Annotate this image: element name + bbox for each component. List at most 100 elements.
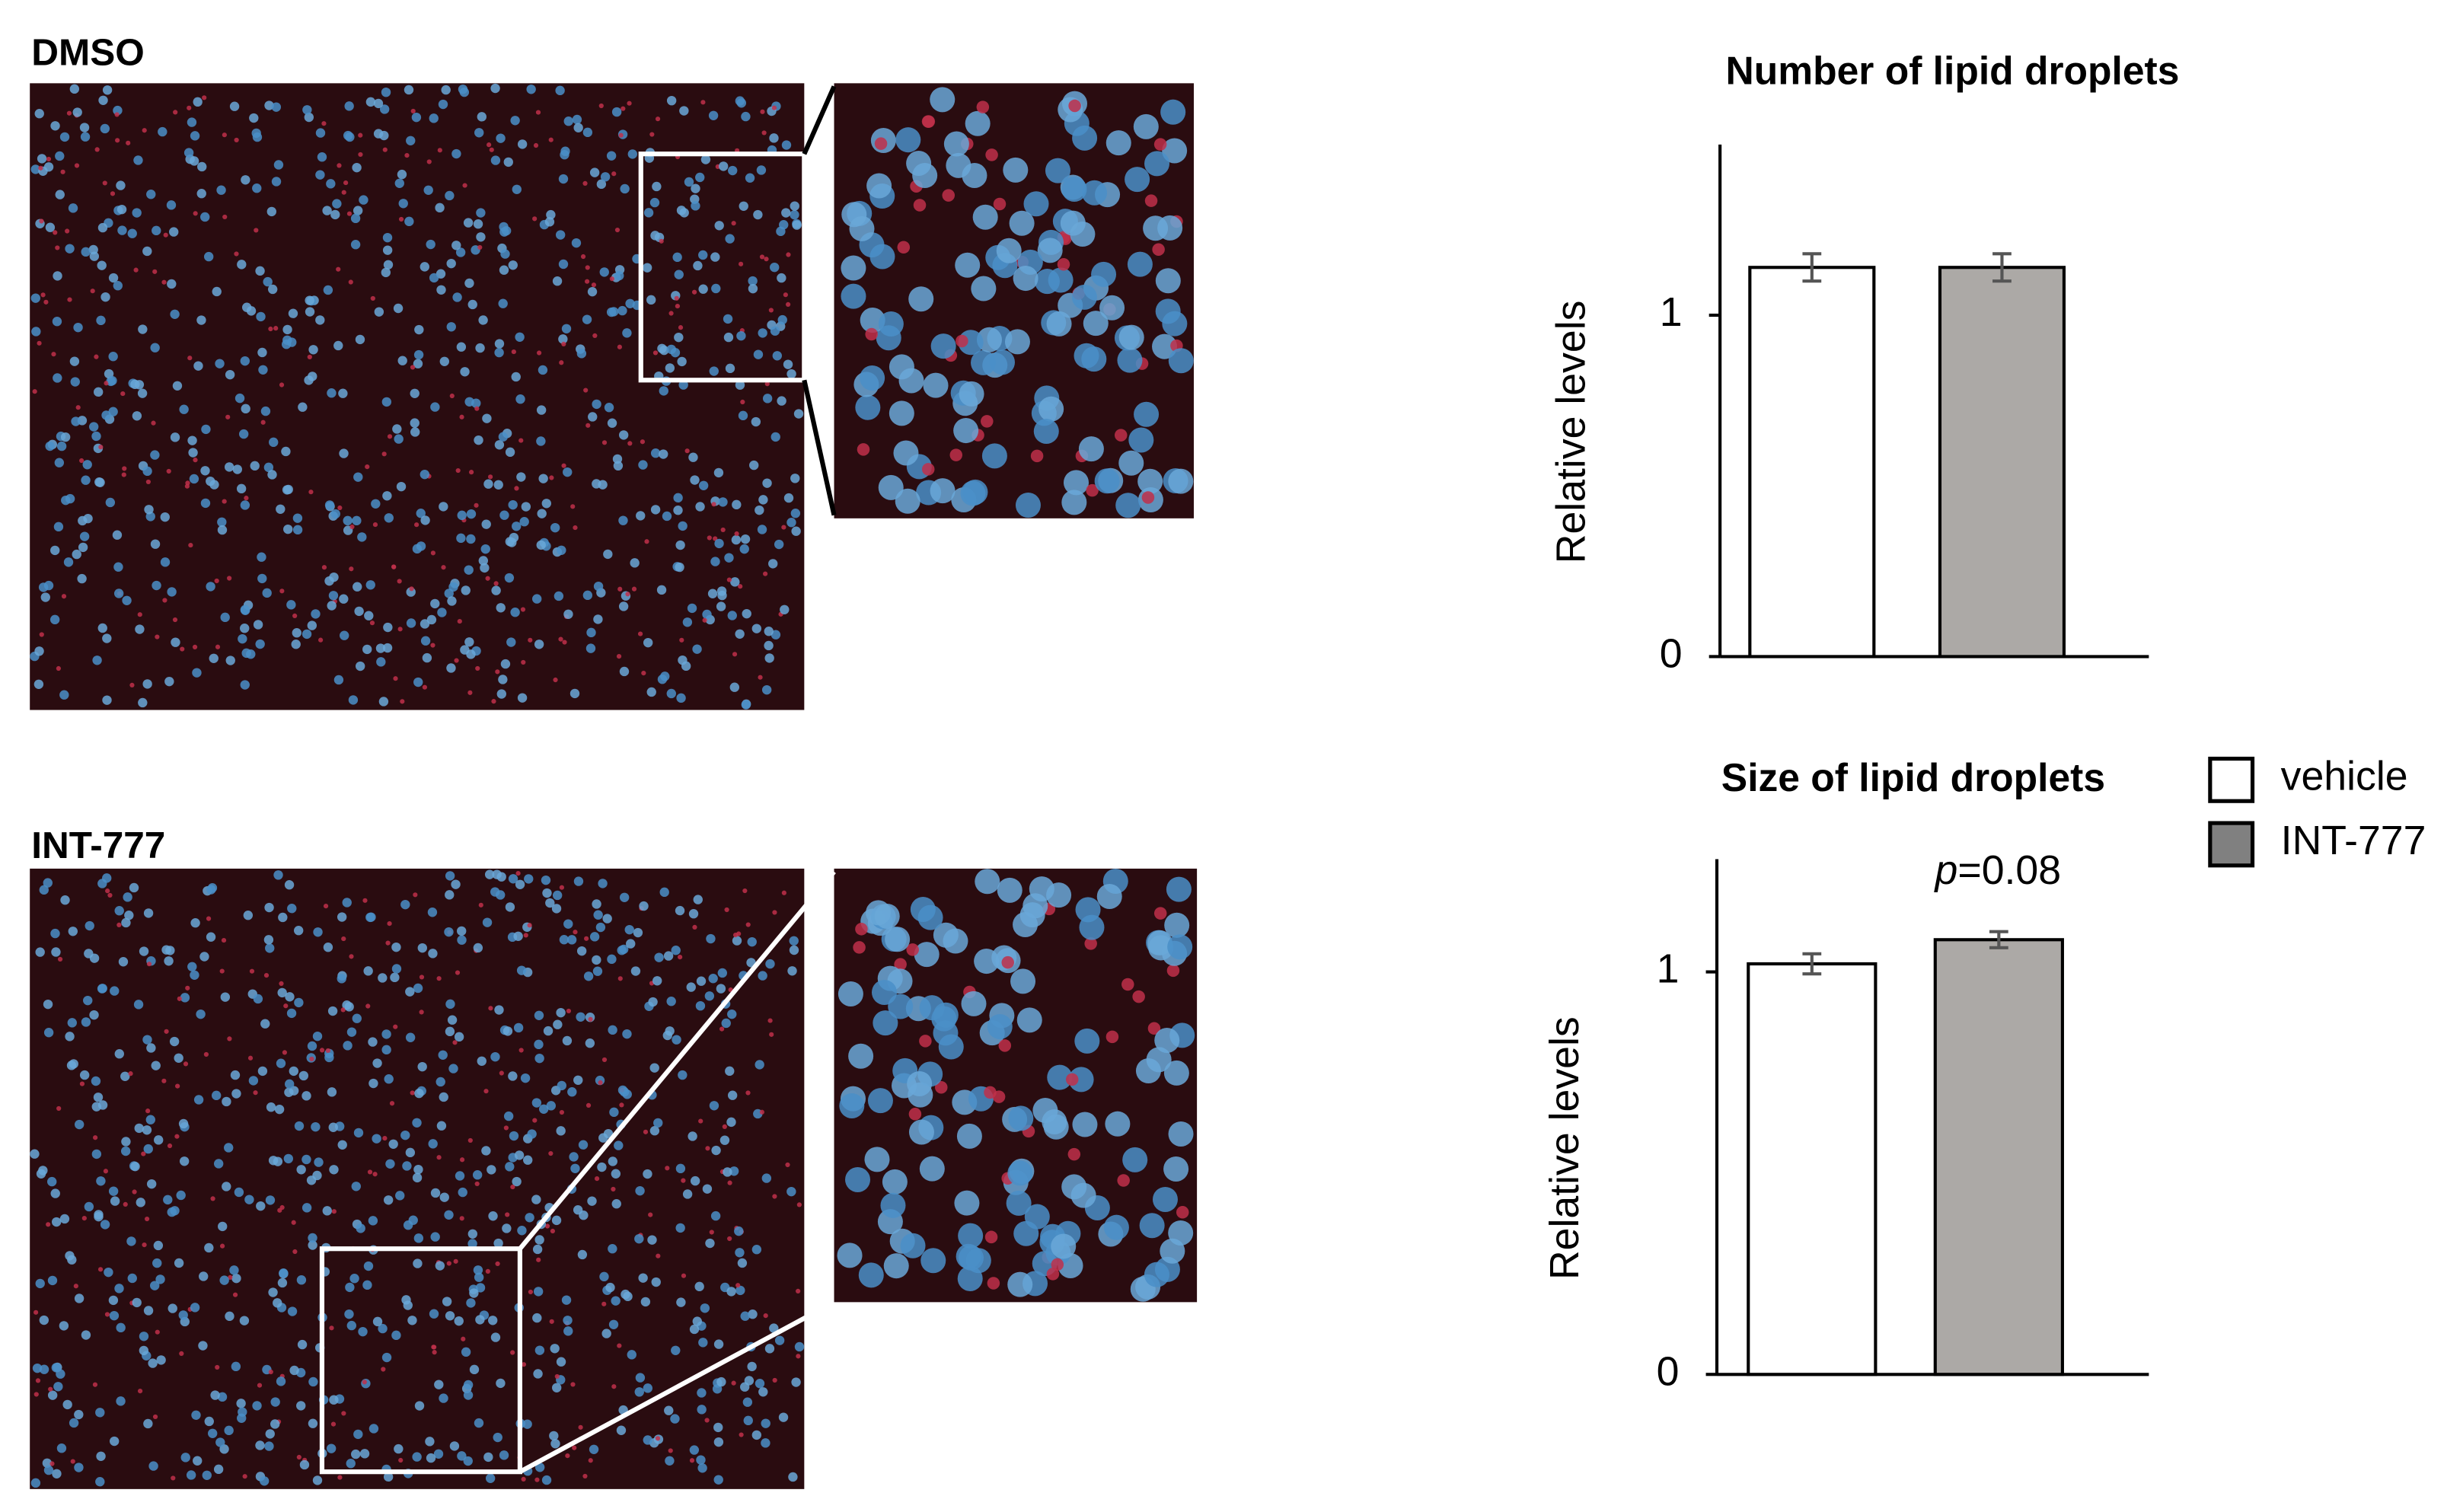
cell (98, 95, 108, 105)
cell (102, 873, 112, 883)
cell (174, 1053, 183, 1063)
cell (674, 270, 684, 279)
cell (708, 974, 718, 984)
cell (499, 510, 509, 520)
cell (588, 1016, 593, 1022)
cell (54, 458, 65, 467)
cell (700, 100, 706, 105)
cell (857, 443, 870, 456)
cell (441, 565, 446, 570)
cell (358, 152, 363, 158)
legend-label: vehicle (2281, 754, 2408, 799)
cell (163, 1195, 173, 1205)
cell (659, 386, 668, 396)
cell (241, 404, 250, 414)
cell (442, 1297, 452, 1306)
cell (379, 104, 390, 114)
cell (493, 1432, 502, 1443)
cell (532, 1244, 543, 1255)
cell (1144, 151, 1170, 177)
cell (160, 557, 171, 567)
cell (383, 260, 394, 270)
cell (352, 162, 362, 173)
cell (414, 1401, 425, 1411)
cell (288, 308, 298, 318)
cell (786, 1186, 796, 1197)
cell (53, 230, 58, 235)
cell (171, 1475, 176, 1481)
cell (204, 1416, 214, 1427)
cell (244, 1195, 254, 1204)
cell (1030, 449, 1044, 463)
cell (292, 628, 301, 638)
cell (393, 303, 404, 314)
cell (420, 636, 431, 646)
cell (1007, 1160, 1033, 1186)
cell (169, 227, 179, 237)
cell (638, 460, 648, 470)
cell (756, 165, 767, 175)
cell (397, 579, 402, 584)
cell (726, 1117, 736, 1128)
cell (117, 225, 127, 235)
cell (419, 1010, 424, 1015)
cell (88, 244, 98, 255)
cell (43, 580, 54, 591)
cell (336, 266, 341, 272)
cell (984, 1230, 998, 1244)
cell (534, 1345, 545, 1355)
cell (751, 1245, 762, 1255)
cell (123, 1201, 128, 1207)
cell (496, 689, 506, 699)
cell (308, 1376, 318, 1387)
cell (175, 1083, 180, 1089)
cell (72, 549, 81, 560)
cell (614, 1140, 624, 1150)
cell (338, 388, 348, 398)
cell (81, 1330, 91, 1340)
cell (975, 869, 1000, 895)
cell (592, 479, 601, 489)
cell (996, 238, 1022, 263)
cell (110, 191, 116, 196)
cell (113, 105, 123, 116)
cell (765, 959, 775, 969)
cell (650, 231, 660, 241)
cell (116, 1396, 126, 1406)
cell (672, 252, 682, 263)
cell (331, 1209, 337, 1214)
cell (783, 359, 793, 369)
cell (666, 997, 676, 1006)
cell (554, 1373, 560, 1380)
cell (269, 437, 279, 448)
cell (558, 636, 563, 642)
cell (402, 1161, 412, 1171)
cell (570, 504, 576, 509)
cell (68, 927, 78, 936)
cell (456, 533, 466, 544)
cell (137, 388, 148, 398)
cell (532, 1118, 538, 1123)
cell (97, 222, 108, 233)
cell (234, 251, 239, 257)
cell (190, 918, 200, 928)
cell (1137, 468, 1163, 494)
cell (70, 377, 80, 387)
cell (32, 389, 37, 394)
cell (234, 137, 239, 143)
cell (1163, 1060, 1189, 1086)
cell (35, 947, 45, 957)
cell (225, 369, 235, 380)
cell (393, 1024, 398, 1029)
cell (378, 697, 389, 707)
zoom-indicators (319, 152, 807, 1475)
cell (855, 394, 881, 420)
cell (92, 656, 102, 665)
cell (107, 375, 117, 386)
cell (635, 1373, 646, 1383)
cell (322, 206, 332, 215)
cell (349, 566, 354, 572)
cell (150, 539, 161, 549)
cell (503, 157, 513, 167)
cell (436, 1121, 447, 1131)
